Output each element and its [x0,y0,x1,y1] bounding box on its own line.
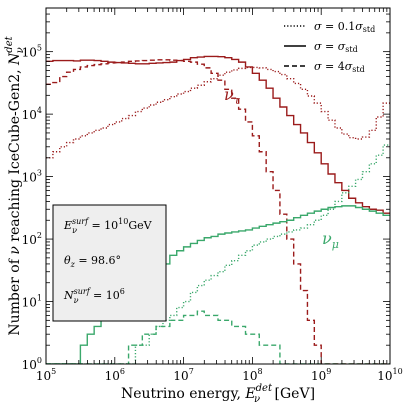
plot-frame [45,7,391,365]
x-tick-label: 1010 [377,367,402,383]
series-nu-tau-dotted [46,66,390,159]
info-box-frame [52,204,167,322]
x-tick-label: 109 [311,367,331,383]
legend: σ = 0.1σstd σ = σstd σ = 4σstd [284,20,375,74]
legend-label-dotted: σ = 0.1σstd [314,20,375,34]
info-line-count: Nsurf ν = 106 [63,287,125,305]
series-nu-tau-dashed [46,59,390,364]
legend-label-solid: σ = σstd [314,40,358,54]
x-tick-label: 105 [36,367,56,383]
x-axis-label: Neutrino energy, Edet ν [GeV] [121,383,315,405]
y-axis-label: Number of ν reaching IceCube-Gen2, Ndetν [4,35,26,335]
nu-mu-label: νμ [322,229,339,251]
series-layer [46,55,390,364]
y-tick-label: 103 [22,169,42,185]
tick-labels: 105 106 107 108 109 1010 100 101 102 103 104 105 [22,44,403,383]
series-nu-mu-dotted [46,144,390,364]
info-line-energy: Esurf ν = 1010GeV [63,217,153,235]
x-tick-label: 107 [173,367,193,383]
nu-tau-label: ντ [224,85,241,107]
series-nu-tau-solid [46,55,390,214]
x-tick-label: 106 [105,367,125,383]
legend-label-dashed: σ = 4σstd [314,60,365,74]
y-tick-label: 100 [22,356,42,372]
y-tick-label: 104 [22,106,42,122]
y-tick-label: 105 [22,44,42,60]
info-box: Esurf ν = 1010GeV θz = 98.6° Nsurf ν = 106 [52,204,167,322]
info-line-zenith: θz = 98.6° [64,254,121,269]
tick-marks [45,7,391,365]
x-tick-label: 108 [242,367,262,383]
y-tick-label: 101 [22,294,42,310]
y-tick-label: 102 [22,231,42,247]
